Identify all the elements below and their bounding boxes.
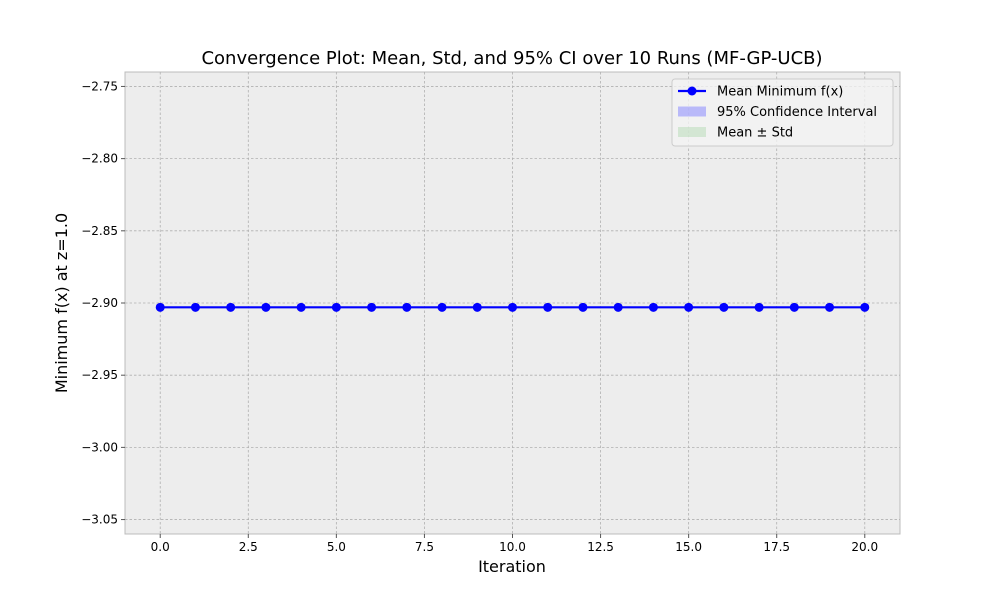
mean-data-point	[472, 302, 482, 312]
y-tick-label: −2.90	[81, 296, 118, 310]
y-axis: −2.75 −2.80 −2.85 −2.90 −2.95 −3.00 −3.05	[81, 79, 125, 527]
mean-data-point	[719, 302, 729, 312]
x-tick-label: 15.0	[675, 540, 702, 554]
mean-data-point	[508, 302, 517, 312]
mean-data-point	[578, 302, 588, 312]
y-tick-label: −3.05	[81, 513, 118, 527]
y-tick-label: −2.75	[81, 79, 118, 93]
mean-data-point	[543, 302, 553, 312]
mean-data-point	[296, 302, 306, 312]
mean-data-point	[754, 302, 764, 312]
x-tick-label: 0.0	[151, 540, 170, 554]
mean-data-point	[437, 302, 447, 312]
legend: Mean Minimum f(x) 95% Confidence Interval…	[671, 78, 894, 147]
mean-data-point	[613, 302, 623, 312]
legend-swatch	[678, 106, 706, 117]
mean-data-point	[226, 302, 236, 312]
legend-label: 95% Confidence Interval	[717, 105, 877, 120]
x-tick-label: 2.5	[239, 540, 258, 554]
mean-data-point	[860, 302, 870, 312]
legend-marker	[687, 86, 697, 96]
y-axis-label: Minimum f(x) at z=1.0	[52, 213, 71, 393]
y-tick-label: −2.85	[81, 224, 118, 238]
mean-data-point	[684, 302, 694, 312]
mean-data-point	[190, 302, 200, 312]
series-layer	[155, 302, 870, 312]
mean-data-point	[331, 302, 341, 312]
x-tick-label: 7.5	[415, 540, 434, 554]
legend-box	[671, 78, 894, 147]
x-tick-label: 17.5	[763, 540, 790, 554]
x-axis-label: Iteration	[478, 557, 546, 576]
legend-label: Mean ± Std	[717, 126, 793, 141]
y-tick-label: −2.80	[81, 152, 118, 166]
mean-data-point	[648, 302, 658, 312]
x-tick-label: 5.0	[327, 540, 346, 554]
legend-label: Mean Minimum f(x)	[717, 85, 843, 100]
x-tick-label: 12.5	[587, 540, 614, 554]
mean-data-point	[155, 302, 165, 312]
mean-data-point	[402, 302, 412, 312]
mean-data-point	[261, 302, 271, 312]
legend-swatch	[678, 127, 706, 137]
mean-data-point	[789, 302, 799, 312]
mean-data-point	[825, 302, 835, 312]
x-axis: 0.0 2.5 5.0 7.5 10.0 12.5 15.0 17.5 20.0	[151, 534, 878, 554]
y-tick-label: −2.95	[81, 368, 118, 382]
mean-data-point	[367, 302, 377, 312]
chart-title: Convergence Plot: Mean, Std, and 95% CI …	[201, 48, 822, 69]
x-tick-label: 10.0	[499, 540, 526, 554]
x-tick-label: 20.0	[851, 540, 878, 554]
y-tick-label: −3.00	[81, 440, 118, 454]
